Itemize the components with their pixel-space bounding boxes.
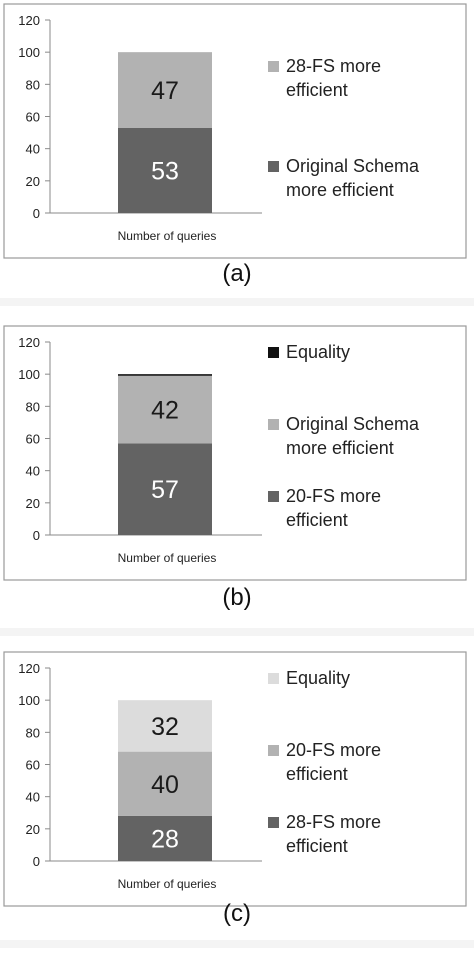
bar-segment — [118, 700, 212, 752]
legend-swatch — [268, 817, 279, 828]
y-tick-label: 40 — [26, 142, 40, 157]
legend-label: 28-FS more — [286, 812, 381, 832]
y-tick-label: 80 — [26, 399, 40, 414]
legend-label: Original Schema — [286, 156, 420, 176]
chart-frame — [3, 325, 467, 581]
chart-frame — [3, 651, 467, 907]
legend-label: more efficient — [286, 180, 394, 200]
bar-segment — [118, 127, 212, 213]
y-tick-label: 20 — [26, 174, 40, 189]
panel-separator — [0, 628, 474, 636]
legend-label: efficient — [286, 764, 348, 784]
bar-segment — [118, 815, 212, 861]
data-label: 40 — [151, 771, 179, 799]
y-tick-label: 40 — [26, 464, 40, 479]
stacked-bar-chart-b: 0 20 40 60 80 100 120 57 42 Number of queries Equa… — [3, 325, 467, 581]
legend-swatch — [268, 161, 279, 172]
bar-segment — [118, 375, 212, 444]
y-tick-label: 100 — [18, 693, 40, 708]
data-label: 53 — [151, 157, 179, 185]
legend-swatch — [268, 673, 279, 684]
bar-segment — [118, 374, 212, 376]
data-label: 42 — [151, 397, 179, 425]
panel-separator — [0, 940, 474, 948]
legend-swatch — [268, 347, 279, 358]
legend-label: more efficient — [286, 438, 394, 458]
y-tick-label: 20 — [26, 496, 40, 511]
y-tick-label: 120 — [18, 13, 40, 28]
legend-label: efficient — [286, 510, 348, 530]
legend-label: Original Schema — [286, 414, 420, 434]
panel-separator — [0, 298, 474, 306]
legend-label: efficient — [286, 836, 348, 856]
x-category-label: Number of queries — [118, 877, 217, 891]
y-tick-label: 0 — [33, 206, 40, 221]
data-label: 28 — [151, 825, 179, 853]
x-category-label: Number of queries — [118, 551, 217, 565]
legend-label: 20-FS more — [286, 740, 381, 760]
y-tick-label: 120 — [18, 661, 40, 676]
bar-segment — [118, 443, 212, 535]
y-tick-label: 60 — [26, 758, 40, 773]
y-tick-label: 80 — [26, 77, 40, 92]
legend-swatch — [268, 745, 279, 756]
y-tick-label: 60 — [26, 432, 40, 447]
legend-label: Equality — [286, 668, 350, 688]
y-tick-label: 100 — [18, 367, 40, 382]
y-tick-label: 40 — [26, 790, 40, 805]
chart-panel-b: 0 20 40 60 80 100 120 57 42 Number of queries Equa… — [0, 322, 474, 622]
y-tick-label: 120 — [18, 335, 40, 350]
legend-label: efficient — [286, 80, 348, 100]
data-label: 32 — [151, 713, 179, 741]
y-tick-label: 80 — [26, 725, 40, 740]
x-category-label: Number of queries — [118, 229, 217, 243]
y-tick-label: 100 — [18, 45, 40, 60]
legend-label: Equality — [286, 342, 350, 362]
y-tick-label: 20 — [26, 822, 40, 837]
chart-panel-a: 0 20 40 60 80 100 120 53 47 Number of queries 28-F… — [0, 0, 474, 300]
legend-label: 28-FS more — [286, 56, 381, 76]
legend-swatch — [268, 419, 279, 430]
legend-swatch — [268, 61, 279, 72]
panel-label-c: (c) — [223, 900, 251, 927]
chart-panel-c: 0 20 40 60 80 100 120 28 40 32 Number of queries Eq… — [0, 648, 474, 948]
panel-label-a: (a) — [222, 260, 252, 287]
y-tick-label: 60 — [26, 110, 40, 125]
legend-swatch — [268, 491, 279, 502]
y-tick-label: 0 — [33, 854, 40, 869]
legend-label: 20-FS more — [286, 486, 381, 506]
panel-label-b: (b) — [222, 584, 252, 611]
data-label: 57 — [151, 476, 179, 504]
stacked-bar-chart-a: 0 20 40 60 80 100 120 53 47 Number of queries 28-F… — [3, 3, 467, 259]
bar-segment — [118, 751, 212, 816]
y-tick-label: 0 — [33, 528, 40, 543]
stacked-bar-chart-c: 0 20 40 60 80 100 120 28 40 32 Number of queries Eq… — [3, 651, 467, 907]
data-label: 47 — [151, 77, 179, 105]
chart-frame — [3, 3, 467, 259]
bar-segment — [118, 52, 212, 128]
